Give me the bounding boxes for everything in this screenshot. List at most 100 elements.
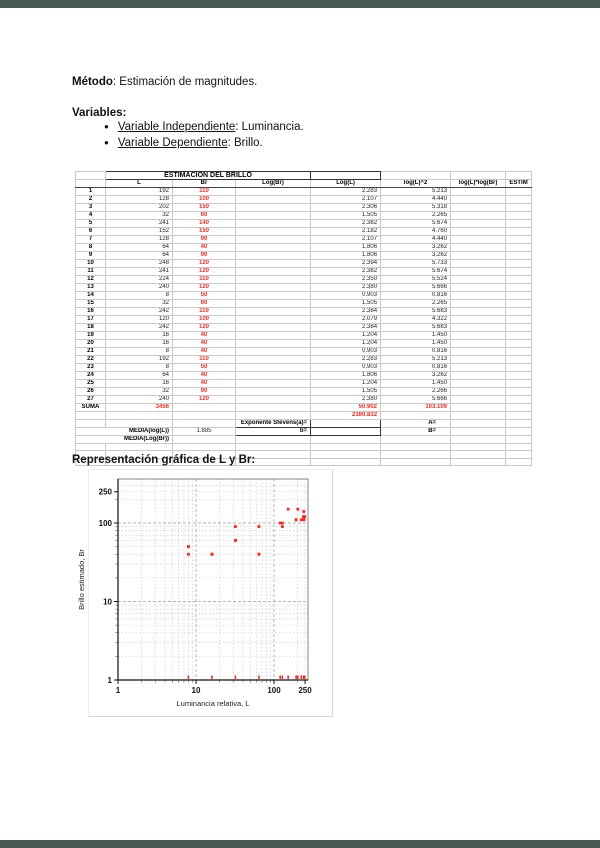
logbr-value [234, 379, 312, 388]
logllogbr-value [450, 347, 507, 356]
row-number: 9 [75, 251, 106, 260]
empty-cell [310, 450, 382, 459]
a-label: A= [380, 419, 452, 428]
baseline-mark [295, 675, 297, 679]
logl2-value: 0.816 [380, 363, 452, 372]
logl2-value: 4.322 [380, 315, 452, 324]
empty-cell [505, 442, 533, 452]
media-logbr-row: MEDIA(Log(Br)) [75, 435, 533, 444]
logllogbr-value [450, 227, 507, 236]
row-number: 14 [75, 291, 106, 300]
logl2-value: 1.450 [380, 331, 452, 340]
logllogbr-value [450, 371, 507, 380]
baseline-mark [297, 675, 299, 679]
row-number: 23 [75, 363, 106, 372]
estim-value [505, 291, 533, 300]
estim-value [505, 315, 533, 324]
column-header-L: L [105, 179, 173, 188]
br-value: 140 [172, 219, 236, 228]
empty-cell [505, 419, 533, 428]
data-point [302, 510, 306, 513]
logl-value: 2.350 [310, 275, 382, 284]
empty-cell [105, 442, 173, 452]
y-tick-label: 10 [103, 597, 112, 606]
table-row: 16 242 110 2.384 5.683 [75, 307, 533, 316]
empty-cell [450, 171, 507, 180]
logl2-value: 5.666 [380, 283, 452, 292]
y-tick-label: 1 [108, 676, 113, 685]
baseline-mark [303, 675, 306, 679]
br-value: 150 [172, 227, 236, 236]
logbr-value [234, 219, 312, 228]
table-row: 13 240 120 2.380 5.666 [75, 283, 533, 292]
logbr-value [234, 299, 312, 308]
logbr-value [234, 283, 312, 292]
br-value: 110 [172, 275, 236, 284]
stevens-row: Exponente Stevens(a)= A= [75, 419, 533, 428]
empty-cell [234, 450, 312, 459]
logbr-value [234, 371, 312, 380]
logbr-value [234, 235, 312, 244]
estim-value [505, 259, 533, 268]
br-value: 150 [172, 203, 236, 212]
estim-value [505, 275, 533, 284]
logbr-value [234, 347, 312, 356]
media-logbr-label: MEDIA(Log(Br)) [75, 435, 173, 444]
logl-value: 2.384 [310, 307, 382, 316]
table-row: 12 224 110 2.350 5.524 [75, 275, 533, 284]
logbr-value [234, 331, 312, 340]
logl2-value: 5.213 [380, 187, 452, 196]
br-value: 90 [172, 235, 236, 244]
table-row: 20 16 40 1.204 1.450 [75, 339, 533, 348]
method-text: : Estimación de magnitudes. [112, 76, 258, 88]
br-value: 120 [172, 323, 236, 332]
l-value: 224 [105, 275, 173, 284]
table-row: 11 241 120 2.382 5.674 [75, 267, 533, 276]
estim-value [505, 203, 533, 212]
logllogbr-value [450, 331, 507, 340]
empty-cell [380, 450, 452, 459]
row-number: 4 [75, 211, 106, 220]
data-point [302, 518, 306, 522]
table-row: 21 8 40 0.903 0.816 [75, 347, 533, 356]
table-row: 22 192 110 2.283 5.213 [75, 355, 533, 364]
logllogbr-value [450, 203, 507, 212]
br-value: 90 [172, 251, 236, 260]
logbr-value [234, 275, 312, 284]
suma-logl-value: 50.902 [310, 403, 382, 412]
logbr-value [234, 395, 312, 404]
stevens-exponent-label: Exponente Stevens(a)= [234, 419, 312, 428]
data-point [234, 525, 237, 528]
logl-value: 2.283 [310, 187, 382, 196]
estim-value [505, 235, 533, 244]
logl2-value: 4.760 [380, 227, 452, 236]
logllogbr-value [450, 315, 507, 324]
plot-border [117, 478, 309, 681]
bullet-icon: ● [104, 122, 109, 131]
l-value: 241 [105, 267, 173, 276]
empty-cell [234, 457, 312, 466]
empty-cell [450, 427, 507, 436]
logllogbr-value [450, 275, 507, 284]
empty-cell [505, 171, 533, 180]
row-number: 19 [75, 331, 106, 340]
estim-value [505, 363, 533, 372]
bullet-independent-variable: ● Variable Independiente: Luminancia. [104, 121, 304, 133]
logbr-value [234, 307, 312, 316]
logl2-value: 5.674 [380, 219, 452, 228]
logbr-value [234, 259, 312, 268]
estim-value [505, 187, 533, 196]
empty-grid-row [75, 450, 533, 459]
estim-value [505, 283, 533, 292]
empty-cell [234, 435, 312, 444]
logllogbr-value [450, 355, 507, 364]
media-logl-value: 1.885 [172, 427, 236, 436]
logbr-value [234, 243, 312, 252]
logl-value: 1.204 [310, 339, 382, 348]
l-value: 16 [105, 331, 173, 340]
row-number: 5 [75, 219, 106, 228]
logbr-value [234, 211, 312, 220]
column-header-num [75, 179, 106, 188]
empty-cell [505, 403, 533, 412]
logllogbr-value [450, 259, 507, 268]
